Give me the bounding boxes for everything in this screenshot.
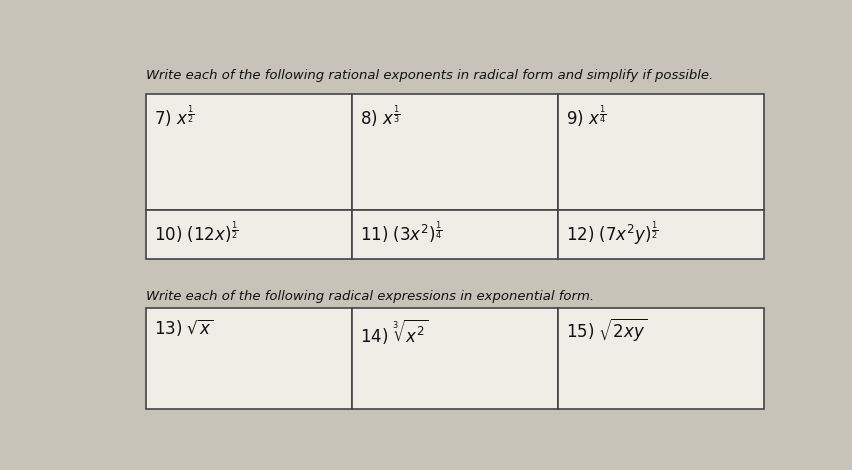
Bar — [558, 308, 763, 409]
Bar — [558, 94, 763, 210]
Text: 9) $x^{\frac{1}{4}}$: 9) $x^{\frac{1}{4}}$ — [566, 103, 606, 129]
Bar — [352, 94, 558, 210]
Text: 10) $(12x)^{\frac{1}{2}}$: 10) $(12x)^{\frac{1}{2}}$ — [154, 219, 239, 245]
Text: Write each of the following radical expressions in exponential form.: Write each of the following radical expr… — [147, 290, 594, 303]
Bar — [558, 210, 763, 259]
Text: 8) $x^{\frac{1}{3}}$: 8) $x^{\frac{1}{3}}$ — [360, 103, 400, 129]
Text: 13) $\sqrt{x}$: 13) $\sqrt{x}$ — [154, 317, 214, 338]
Text: 15) $\sqrt{2xy}$: 15) $\sqrt{2xy}$ — [566, 317, 647, 344]
Text: 12) $(7x^{2}y)^{\frac{1}{2}}$: 12) $(7x^{2}y)^{\frac{1}{2}}$ — [566, 219, 658, 247]
Bar — [352, 210, 558, 259]
Text: 11) $(3x^{2})^{\frac{1}{4}}$: 11) $(3x^{2})^{\frac{1}{4}}$ — [360, 219, 442, 245]
Text: 7) $x^{\frac{1}{2}}$: 7) $x^{\frac{1}{2}}$ — [154, 103, 194, 129]
Bar — [147, 210, 352, 259]
Bar — [352, 308, 558, 409]
Text: Write each of the following rational exponents in radical form and simplify if p: Write each of the following rational exp… — [147, 69, 713, 82]
Bar — [147, 308, 352, 409]
Text: 14) $\sqrt[3]{x^{2}}$: 14) $\sqrt[3]{x^{2}}$ — [360, 317, 429, 346]
Bar — [147, 94, 352, 210]
